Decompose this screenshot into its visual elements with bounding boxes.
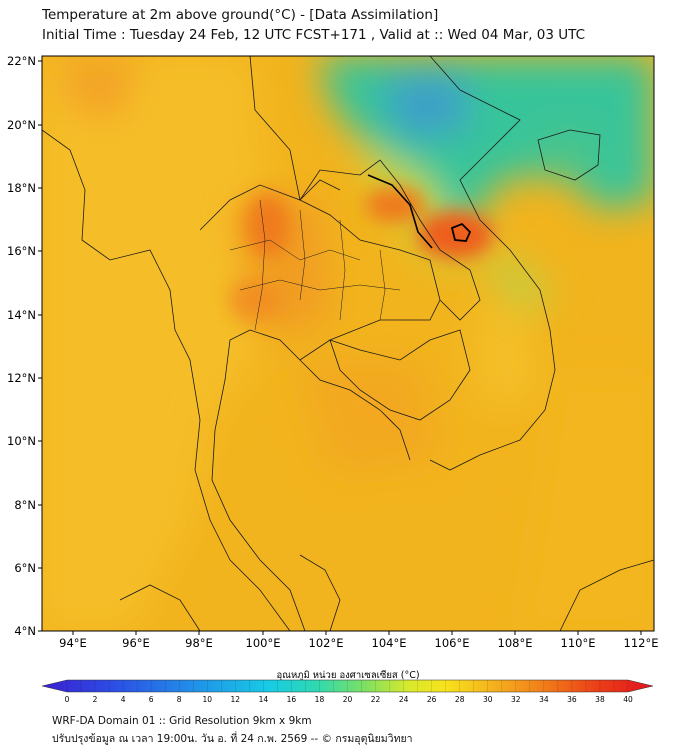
colorbar-tick-label: 8	[177, 695, 182, 704]
lat-tick-label: 20°N	[7, 118, 36, 132]
lat-tick-label: 14°N	[7, 308, 36, 322]
colorbar-tick-label: 40	[623, 695, 633, 704]
lat-tick-label: 10°N	[7, 434, 36, 448]
colorbar-tick-label: 22	[371, 695, 381, 704]
colorbar-tick-label: 6	[149, 695, 154, 704]
colorbar-tick-label: 10	[202, 695, 212, 704]
lat-tick-label: 12°N	[7, 371, 36, 385]
colorbar-tick-label: 20	[343, 695, 353, 704]
colorbar-tick-label: 32	[511, 695, 521, 704]
lon-tick-label: 102°E	[309, 636, 344, 650]
colorbar-tick-label: 2	[93, 695, 98, 704]
colorbar-tick-label: 18	[315, 695, 325, 704]
colorbar-tick-label: 12	[231, 695, 241, 704]
colorbar-ticks: 0 2 4 6 8 10 12 14 16 18 20 22 24 26 28 30 32 34 36 38 40	[65, 680, 633, 704]
chart-title: Temperature at 2m above ground(°C) - [Da…	[42, 7, 439, 23]
longitude-axis: 94°E 96°E 98°E 100°E 102°E 104°E 106°E 108°E 110…	[59, 631, 658, 650]
lon-tick-label: 110°E	[561, 636, 596, 650]
colorbar-tick-label: 4	[121, 695, 126, 704]
colorbar-tick-label: 16	[287, 695, 297, 704]
colorbar-title: อุณหภูมิ หน่วย องศาเซลเซียส (°C)	[276, 669, 419, 681]
lon-tick-label: 94°E	[59, 636, 87, 650]
colorbar-tick-label: 26	[427, 695, 437, 704]
colorbar-tick-label: 0	[65, 695, 70, 704]
lat-tick-label: 22°N	[7, 54, 36, 68]
chart-subtitle: Initial Time : Tuesday 24 Feb, 12 UTC FC…	[42, 27, 586, 43]
colorbar-tick-label: 36	[567, 695, 577, 704]
lon-tick-label: 112°E	[624, 636, 659, 650]
colorbar-tick-label: 34	[539, 695, 549, 704]
lat-tick-label: 8°N	[14, 498, 36, 512]
latitude-axis: 22°N 20°N 18°N 16°N 14°N 12°N 10°N 8°N 6°N 4°N	[7, 54, 42, 638]
lon-tick-label: 108°E	[498, 636, 533, 650]
temperature-field	[42, 56, 654, 631]
colorbar-tick-label: 38	[595, 695, 605, 704]
colorbar-tick-label: 28	[455, 695, 465, 704]
colorbar-tick-label: 24	[399, 695, 409, 704]
colorbar-tick-label: 30	[483, 695, 493, 704]
footer-model-info: WRF-DA Domain 01 :: Grid Resolution 9km …	[52, 715, 312, 727]
lat-tick-label: 16°N	[7, 244, 36, 258]
colorbar	[41, 679, 654, 693]
lon-tick-label: 104°E	[372, 636, 407, 650]
lat-tick-label: 4°N	[14, 624, 36, 638]
lat-tick-label: 18°N	[7, 181, 36, 195]
lat-tick-label: 6°N	[14, 561, 36, 575]
country-borders	[42, 56, 654, 631]
lon-tick-label: 96°E	[122, 636, 150, 650]
footer-update-info: ปรับปรุงข้อมูล ณ เวลา 19:00น. วัน อ. ที่…	[52, 733, 413, 745]
colorbar-tick-label: 14	[259, 695, 269, 704]
lon-tick-label: 100°E	[246, 636, 281, 650]
lon-tick-label: 98°E	[185, 636, 213, 650]
map-frame	[41, 55, 655, 632]
lon-tick-label: 106°E	[435, 636, 470, 650]
